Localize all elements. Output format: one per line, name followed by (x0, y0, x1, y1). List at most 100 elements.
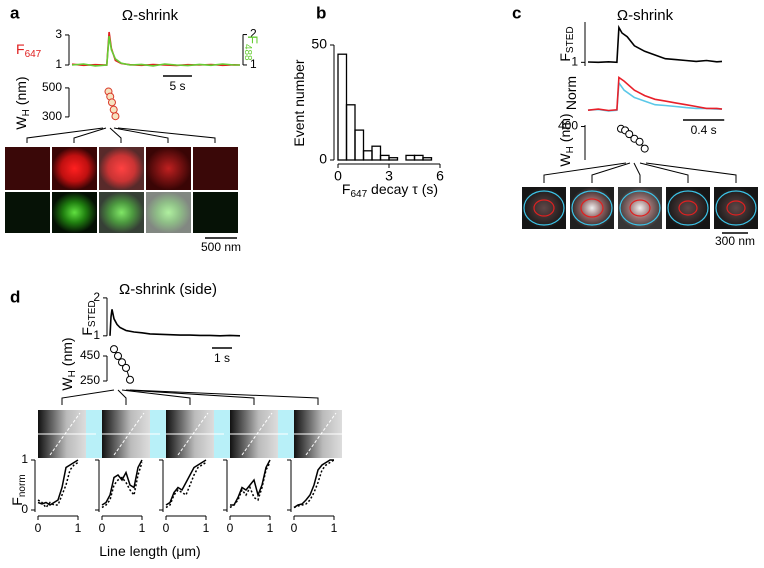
x-tick-label: 3 (385, 168, 393, 184)
image-scale-label: 500 nm (201, 240, 241, 254)
bar (413, 154, 424, 161)
y-tick-label: 2 (250, 27, 257, 41)
y-label: FSTED (79, 300, 98, 335)
y2-label-part: F (245, 35, 261, 44)
profile (229, 462, 271, 509)
x-tick-label: 1 (267, 521, 274, 535)
bar (422, 157, 433, 161)
y-label-part: H (67, 370, 78, 377)
y-label-part: STED (565, 26, 576, 53)
x-tick-label: 0 (35, 521, 42, 535)
y-label-part: (nm) (59, 337, 75, 370)
y-label-part: (nm) (13, 76, 29, 109)
y-label-part: F (557, 53, 573, 62)
y-label: Event number (291, 59, 307, 146)
panel-letter: a (10, 3, 20, 22)
x-tick-label: 0 (227, 521, 234, 535)
profile (165, 459, 207, 506)
panel-letter: c (512, 3, 521, 22)
bar (345, 104, 356, 161)
panel-letter: d (10, 287, 20, 306)
y-label-part: F (16, 41, 25, 57)
y-label: WH (nm) (557, 113, 576, 166)
point (109, 105, 118, 114)
y-tick-label: 1 (250, 57, 257, 71)
point (635, 137, 644, 146)
profile (230, 459, 271, 506)
y-tick-label: 300 (42, 109, 62, 123)
y2-label-part: 488 (242, 44, 253, 61)
y-label-part: W (13, 116, 29, 130)
scale-bar-label: 5 s (169, 79, 185, 93)
bar (371, 145, 382, 161)
trace (109, 309, 241, 337)
y-tick-label: 1 (55, 57, 62, 71)
y-label: WH (nm) (13, 76, 32, 129)
point (625, 130, 634, 139)
y2-label: F488 (242, 35, 261, 61)
x-tick-label: 0 (334, 168, 342, 184)
chart-title: Ω-shrink (122, 7, 179, 24)
x-label-part: F (342, 181, 351, 197)
y-tick-label: 1 (93, 328, 100, 342)
y-tick-label: 1 (571, 55, 578, 69)
chart-title: Ω-shrink (side) (119, 281, 217, 298)
panel-c-images (522, 162, 758, 234)
profile (37, 459, 79, 506)
x-tick-label: 1 (203, 521, 210, 535)
y-label: FSTED (557, 26, 576, 61)
y-tick-label: 2 (93, 290, 100, 304)
y-tick-label: 250 (80, 373, 100, 387)
bar (362, 150, 373, 161)
bar (405, 154, 416, 161)
bar (388, 157, 399, 161)
bar (354, 129, 365, 161)
y-label-part: Norm (563, 76, 579, 110)
y-tick-label: 0 (319, 151, 327, 167)
x-tick-label: 6 (436, 168, 444, 184)
y-tick-label: 0 (21, 502, 28, 516)
panel-letter: b (316, 3, 326, 22)
trace (587, 76, 723, 112)
y-label-part: 647 (25, 49, 42, 60)
panel-a-images (5, 127, 238, 239)
bar (337, 53, 348, 161)
y-label-part: F (9, 497, 25, 506)
point (640, 144, 649, 153)
point (122, 363, 130, 372)
x-tick-label: 1 (139, 521, 146, 535)
y-label-part: (nm) (557, 113, 573, 146)
point (118, 358, 126, 367)
x-tick-label: 0 (291, 521, 298, 535)
x-label: Line length (μm) (99, 543, 200, 559)
y-tick-label: 50 (311, 36, 327, 52)
profile (101, 459, 143, 506)
bar (379, 154, 390, 161)
trace (587, 80, 722, 112)
trace (587, 24, 723, 64)
y-label-part: norm (17, 474, 28, 497)
x-label-part: decay τ (s) (367, 181, 438, 197)
trace (71, 35, 240, 67)
y-label-part: H (21, 109, 32, 116)
y-label: WH (nm) (59, 337, 78, 390)
y-tick-label: 400 (558, 119, 578, 133)
profile (37, 461, 79, 509)
x-tick-label: 1 (75, 521, 82, 535)
x-label-part: 647 (350, 189, 367, 200)
chart-title: Ω-shrink (617, 7, 674, 24)
x-label: F647 decay τ (s) (342, 181, 438, 200)
y-label-part: W (557, 153, 573, 167)
scale-bar-label: 1 s (214, 351, 230, 365)
profile (165, 461, 207, 509)
y-tick-label: 3 (55, 27, 62, 41)
point (110, 345, 118, 354)
y-label-part: F (79, 327, 95, 336)
profile (101, 462, 143, 509)
y-tick-label: 450 (80, 348, 100, 362)
scale-bar-label: 0.4 s (691, 123, 717, 137)
y-label: Fnorm (9, 474, 28, 505)
x-tick-label: 0 (163, 521, 170, 535)
point (107, 98, 116, 107)
